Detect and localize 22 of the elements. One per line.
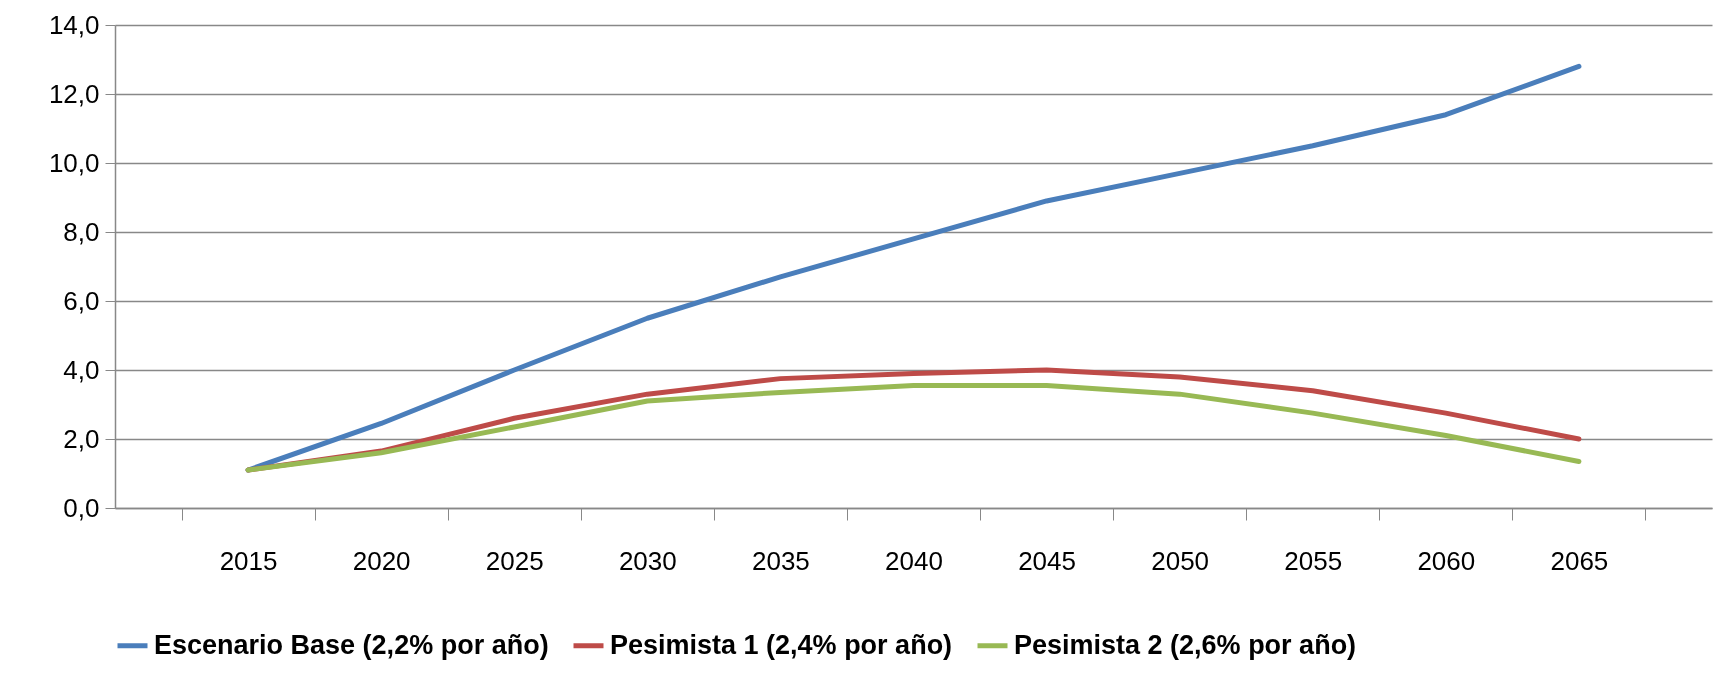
x-tick-label: 2055 [1284, 545, 1343, 576]
y-tick-label: 0,0 [63, 492, 100, 523]
y-tick-label: 8,0 [63, 216, 100, 247]
x-tick-label: 2045 [1018, 545, 1077, 576]
x-tick-label: 2040 [885, 545, 943, 576]
y-tick-label: 10,0 [48, 147, 100, 178]
y-tick-label: 2,0 [63, 423, 100, 454]
x-tick-label: 2060 [1417, 545, 1476, 576]
legend-label: Pesimista 2 (2,6% por año) [1014, 629, 1357, 660]
x-tick-label: 2030 [618, 545, 677, 576]
legend-label: Escenario Base (2,2% por año) [154, 629, 549, 660]
x-tick-label: 2065 [1550, 545, 1609, 576]
y-tick-label: 6,0 [63, 285, 100, 316]
x-tick-label: 2050 [1151, 545, 1210, 576]
x-tick-label: 2035 [751, 545, 810, 576]
y-tick-label: 14,0 [48, 9, 100, 40]
y-tick-label: 4,0 [63, 354, 100, 385]
x-tick-label: 2015 [219, 545, 278, 576]
x-tick-label: 2025 [485, 545, 544, 576]
x-tick-label: 2020 [352, 545, 411, 576]
y-tick-label: 12,0 [48, 78, 100, 109]
legend-label: Pesimista 1 (2,4% por año) [610, 629, 953, 660]
